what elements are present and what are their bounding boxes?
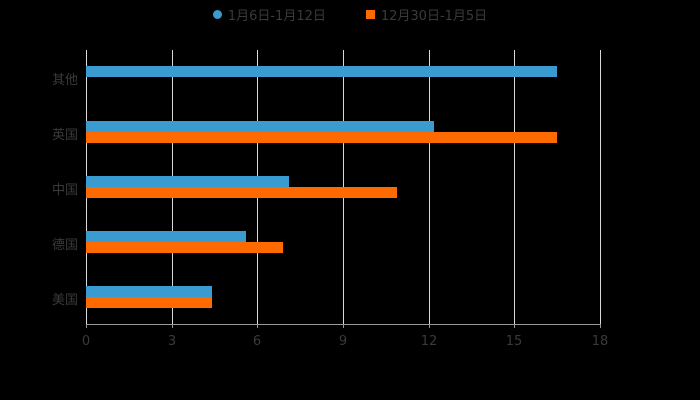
- x-tick-label: 9: [338, 334, 348, 349]
- x-tick-label: 15: [505, 334, 523, 349]
- x-tick: [343, 324, 344, 328]
- x-tick-label: 0: [81, 334, 91, 349]
- bar-series-1[interactable]: [86, 66, 558, 78]
- x-tick: [514, 324, 515, 328]
- bar-series-2[interactable]: [86, 132, 558, 144]
- gridline: [600, 50, 601, 324]
- bar-series-1[interactable]: [86, 176, 289, 187]
- x-axis: [86, 324, 601, 325]
- legend-item-series-2[interactable]: 12月30日-1月5日: [365, 4, 488, 24]
- circle-icon: [212, 9, 222, 19]
- legend-label: 12月30日-1月5日: [380, 8, 488, 24]
- bar-series-2[interactable]: [86, 241, 284, 253]
- y-category-label: 中国: [51, 183, 78, 198]
- bar-series-1[interactable]: [86, 121, 435, 133]
- x-tick-label: 18: [591, 334, 609, 349]
- bar-series-2[interactable]: [86, 296, 212, 308]
- x-tick: [429, 324, 430, 328]
- gridline: [514, 50, 515, 324]
- y-category-label: 其他: [51, 73, 78, 89]
- x-tick: [172, 324, 173, 328]
- y-category-label: 德国: [51, 237, 78, 253]
- x-tick-label: 12: [420, 334, 438, 349]
- bar-series-1[interactable]: [86, 285, 212, 297]
- legend-label: 1月6日-1月12日: [227, 8, 326, 24]
- gridline: [429, 50, 430, 324]
- y-category-label: 英国: [51, 128, 78, 144]
- bar-series-1[interactable]: [86, 230, 246, 242]
- x-tick: [600, 324, 601, 328]
- legend-item-series-1[interactable]: 1月6日-1月12日: [212, 4, 326, 24]
- square-icon: [365, 9, 375, 19]
- x-tick-label: 6: [252, 334, 262, 349]
- x-tick: [86, 324, 87, 328]
- bar-series-2[interactable]: [86, 187, 398, 198]
- x-tick: [257, 324, 258, 328]
- legend: 1月6日-1月12日 12月30日-1月5日: [0, 4, 700, 24]
- x-tick-label: 3: [167, 334, 177, 349]
- y-category-label: 美国: [51, 292, 78, 308]
